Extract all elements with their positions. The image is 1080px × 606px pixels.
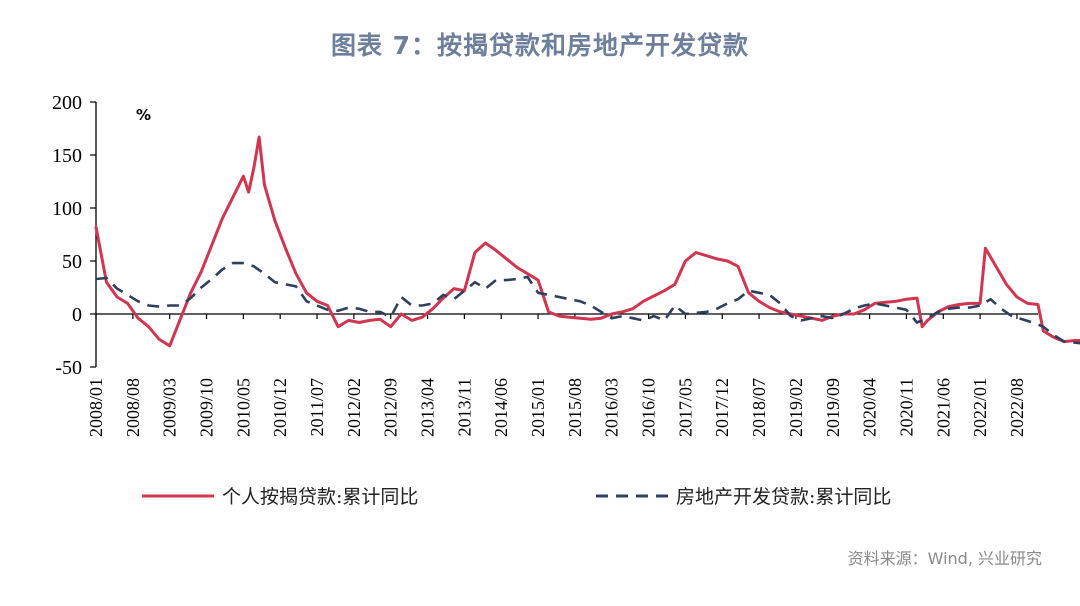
x-tick-label: 2019/09 bbox=[823, 378, 843, 437]
x-tick-label: 2011/07 bbox=[307, 378, 327, 436]
x-tick-label: 2017/05 bbox=[675, 378, 695, 437]
x-tick-label: 2012/02 bbox=[344, 378, 364, 437]
legend-label: 个人按揭贷款:累计同比 bbox=[222, 486, 418, 508]
x-tick-label: 2016/10 bbox=[639, 378, 659, 437]
x-tick-label: 2013/04 bbox=[418, 378, 438, 437]
x-tick-label: 2008/08 bbox=[123, 378, 143, 437]
x-tick-label: 2010/12 bbox=[270, 378, 290, 437]
x-tick-label: 2020/04 bbox=[860, 378, 880, 437]
x-tick-label: 2012/09 bbox=[381, 378, 401, 437]
chart-axes: -50 0 50 100 150 200 2008/01 2008/08 2009/03 2009… bbox=[52, 92, 1038, 437]
y-tick-label: 150 bbox=[52, 145, 82, 167]
legend-label: 房地产开发贷款:累计同比 bbox=[676, 486, 891, 508]
x-tick-label: 2022/01 bbox=[970, 378, 990, 437]
x-tick-label: 2013/11 bbox=[454, 378, 474, 436]
chart-legend: 个人按揭贷款:累计同比 房地产开发贷款:累计同比 bbox=[142, 486, 891, 508]
x-tick-label: 2017/12 bbox=[712, 378, 732, 437]
x-tick-label: 2008/01 bbox=[86, 378, 106, 437]
x-tick-label: 2016/03 bbox=[602, 378, 622, 437]
x-tick-label: 2018/07 bbox=[749, 378, 769, 437]
y-tick-label: -50 bbox=[55, 357, 82, 379]
y-unit-label: % bbox=[136, 106, 151, 124]
source-note: 资料来源：Wind, 兴业研究 bbox=[848, 545, 1042, 569]
x-tick-label: 2009/03 bbox=[160, 378, 180, 437]
y-tick-label: 0 bbox=[72, 304, 82, 326]
y-tick-label: 100 bbox=[52, 198, 82, 220]
x-tick-label: 2009/10 bbox=[197, 378, 217, 437]
x-tick-label: 2020/11 bbox=[896, 378, 916, 436]
y-tick-label: 50 bbox=[62, 251, 82, 273]
x-tick-label: 2010/05 bbox=[233, 378, 253, 437]
x-tick-label: 2019/02 bbox=[786, 378, 806, 437]
x-tick-label: 2014/06 bbox=[491, 378, 511, 437]
x-tick-label: 2021/06 bbox=[933, 378, 953, 437]
y-tick-label: 200 bbox=[52, 92, 82, 114]
x-tick-label: 2015/01 bbox=[528, 378, 548, 437]
x-tick-label: 2015/08 bbox=[565, 378, 585, 437]
series-line-developer-loan bbox=[96, 263, 1080, 344]
x-tick-label: 2022/08 bbox=[1007, 378, 1027, 437]
